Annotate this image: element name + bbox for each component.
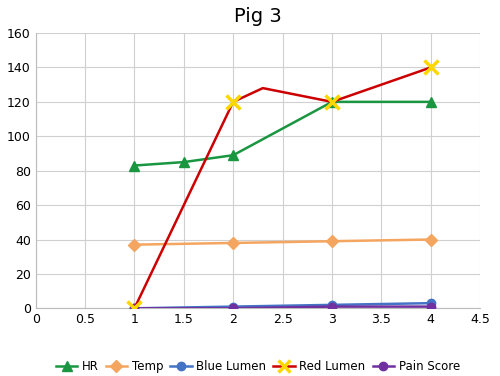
Blue Lumen [329, 303, 335, 307]
Legend: HR, Temp, Blue Lumen, Red Lumen, Pain Score: HR, Temp, Blue Lumen, Red Lumen, Pain Sc… [51, 356, 465, 376]
HR [230, 153, 236, 158]
Line: Pain Score: Pain Score [130, 302, 435, 312]
Temp [329, 239, 335, 244]
HR [181, 160, 187, 164]
Blue Lumen [230, 304, 236, 309]
HR [329, 100, 335, 104]
Pain Score [428, 304, 434, 309]
Temp [428, 237, 434, 242]
Red Lumen [132, 306, 138, 311]
Line: Blue Lumen: Blue Lumen [130, 299, 435, 312]
Pain Score [230, 306, 236, 311]
Red Lumen [329, 100, 335, 104]
Temp [230, 241, 236, 245]
Blue Lumen [132, 306, 138, 311]
Red Lumen [428, 65, 434, 70]
Line: HR: HR [130, 97, 436, 170]
HR [428, 100, 434, 104]
Title: Pig 3: Pig 3 [234, 7, 282, 26]
HR [132, 163, 138, 168]
Blue Lumen [428, 301, 434, 305]
Temp [132, 243, 138, 247]
Pain Score [132, 306, 138, 311]
Pain Score [329, 304, 335, 309]
Line: Red Lumen: Red Lumen [128, 61, 438, 315]
Line: Temp: Temp [130, 235, 435, 249]
Red Lumen [230, 100, 236, 104]
